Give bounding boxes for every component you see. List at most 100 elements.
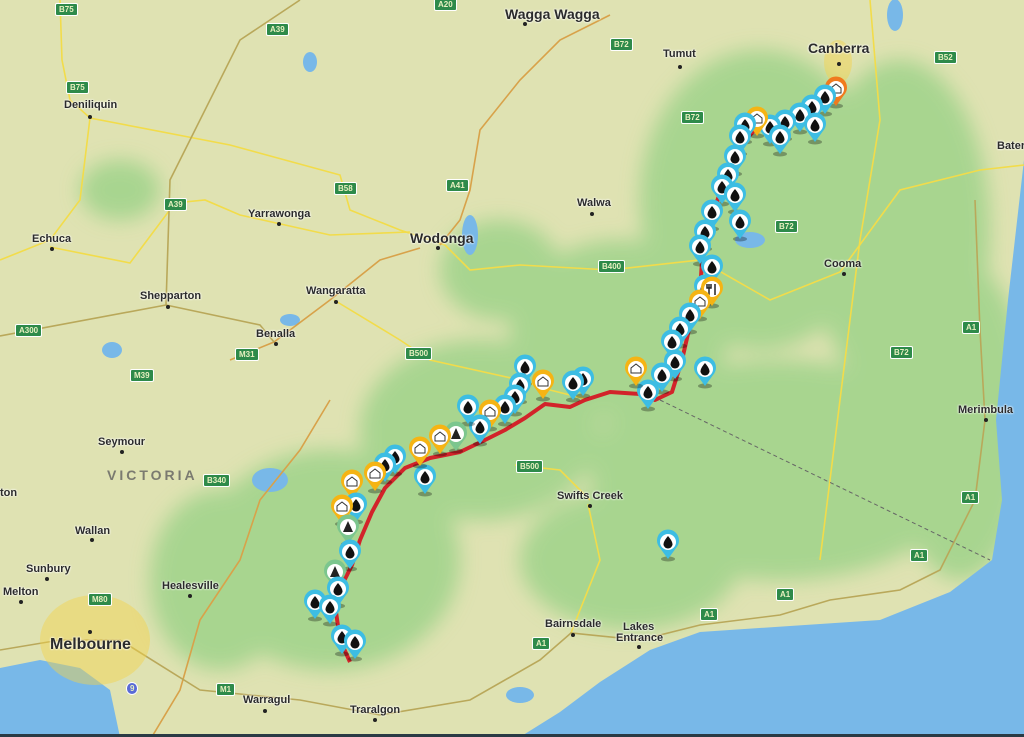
town-dot [45, 577, 49, 581]
water-marker-icon[interactable] [661, 329, 684, 362]
town-label: Seymour [98, 436, 146, 448]
town-label: Yarrawonga [248, 208, 311, 220]
town-dot [523, 22, 527, 26]
town-dot [274, 342, 278, 346]
hut-marker-icon[interactable] [532, 369, 555, 402]
water-marker-icon[interactable] [804, 112, 826, 145]
water-marker-icon[interactable] [637, 379, 659, 412]
water-glyph [810, 119, 820, 132]
town-label: Warragul [243, 694, 291, 706]
water-marker-icon[interactable] [724, 182, 747, 215]
road-shield: 9 [126, 682, 139, 695]
road-shield: A1 [700, 608, 719, 621]
hut-glyph [434, 431, 446, 442]
region-label: VICTORIA [107, 467, 198, 483]
town-label: Cooma [824, 258, 862, 270]
hut-glyph [537, 376, 549, 387]
road-shield: B52 [934, 51, 957, 64]
town-dot [842, 272, 846, 276]
road-shield: M31 [235, 348, 259, 361]
water-marker-icon[interactable] [344, 629, 367, 662]
water-marker-icon[interactable] [729, 209, 751, 242]
road-shield: A1 [910, 549, 929, 562]
town-label: Traralgon [350, 704, 401, 716]
town-dot [334, 300, 338, 304]
hut-marker-icon[interactable] [429, 424, 452, 457]
town-dot [571, 633, 575, 637]
town-dot [837, 62, 841, 66]
camp-glyph [451, 428, 461, 439]
camp-marker-icon[interactable] [444, 421, 467, 454]
road-shield: B500 [405, 347, 433, 360]
town-label: Wagga Wagga [505, 6, 600, 22]
sea [520, 160, 1024, 737]
water-marker-icon[interactable] [304, 589, 327, 622]
hut-marker-icon[interactable] [364, 461, 387, 494]
road-shield: B500 [516, 460, 544, 473]
water-marker-icon[interactable] [769, 124, 791, 157]
town-label: Walwa [577, 197, 611, 209]
town-label: Melton [3, 586, 39, 598]
water-marker-icon[interactable] [664, 349, 687, 382]
urban-areas [40, 40, 852, 685]
water-marker-icon[interactable] [694, 356, 716, 389]
water-glyph [663, 536, 673, 549]
water-marker-icon[interactable] [656, 529, 679, 562]
town-label: Tumut [663, 48, 696, 60]
town-dot [90, 538, 94, 542]
road-shield: A1 [962, 321, 981, 334]
water-glyph [730, 189, 740, 202]
road-shield: B75 [55, 3, 78, 16]
road-shield: B58 [334, 182, 357, 195]
town-dot [637, 645, 641, 649]
road-shield: B72 [775, 220, 798, 233]
road-shield: A39 [266, 23, 289, 36]
hut-glyph [369, 468, 381, 479]
water-glyph [325, 601, 335, 614]
town-label: Melbourne [50, 636, 131, 653]
hut-glyph [336, 501, 348, 512]
road-shield: A1 [776, 588, 795, 601]
road-shield: A39 [164, 198, 187, 211]
town-label: Wodonga [410, 230, 474, 246]
water-marker-icon[interactable] [414, 464, 437, 497]
trail-markers[interactable] [304, 76, 848, 662]
water-marker-icon[interactable] [562, 370, 585, 403]
hut-marker-icon[interactable] [409, 436, 432, 469]
town-label: Benalla [256, 328, 296, 340]
water-marker-icon[interactable] [724, 144, 746, 177]
water-glyph [657, 369, 667, 382]
trailhead-marker-icon[interactable] [825, 76, 848, 109]
hut-glyph [630, 363, 642, 374]
water-marker-icon[interactable] [494, 394, 516, 427]
water-marker-icon[interactable] [339, 539, 362, 572]
hut-marker-icon[interactable] [625, 356, 648, 389]
water-marker-icon[interactable] [789, 102, 811, 135]
town-dot [166, 305, 170, 309]
water-marker-icon[interactable] [319, 594, 341, 627]
town-dot [188, 594, 192, 598]
camp-glyph [343, 521, 353, 532]
town-label: Deniliquin [64, 99, 118, 111]
water-glyph [475, 421, 485, 434]
water-glyph [350, 636, 360, 649]
hut-glyph [346, 476, 358, 487]
camp-marker-icon[interactable] [324, 559, 346, 592]
road-shield: M39 [130, 369, 154, 382]
hut-glyph [484, 406, 496, 417]
town-dot [373, 718, 377, 722]
water-glyph [695, 241, 705, 254]
water-glyph [730, 151, 740, 164]
town-label: Swifts Creek [557, 490, 624, 502]
town-dot [19, 600, 23, 604]
town-label: Wallan [75, 525, 111, 537]
town-label: Entrance [616, 632, 664, 644]
water-marker-icon[interactable] [457, 394, 480, 427]
road-shield: A1 [532, 637, 551, 650]
town-dot [678, 65, 682, 69]
water-marker-icon[interactable] [469, 414, 492, 447]
water-glyph [775, 131, 785, 144]
town-label: Lakes [623, 621, 655, 633]
town-label: Shepparton [140, 290, 202, 302]
